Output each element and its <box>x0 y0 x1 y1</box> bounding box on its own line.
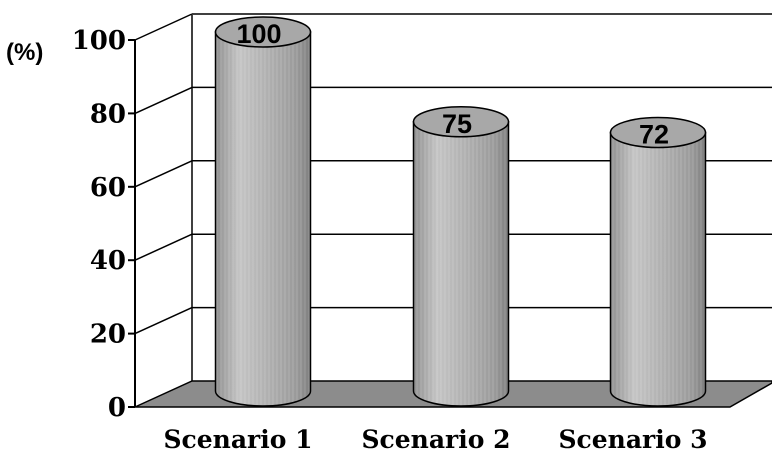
gridline-depth <box>134 233 193 261</box>
y-tick-label: 100 <box>72 26 126 56</box>
x-category-label: Scenario 1 <box>164 425 313 454</box>
y-tick-label: 20 <box>90 320 126 350</box>
bar-1 <box>214 16 312 407</box>
bar-3 <box>609 116 707 407</box>
y-tick-label: 40 <box>90 246 126 276</box>
bars <box>214 16 707 407</box>
y-axis-ticks: 0 20 40 60 80 100 <box>72 26 135 423</box>
y-tick-label: 0 <box>108 393 126 423</box>
bar-outline <box>412 121 510 407</box>
bar-top-cap <box>412 106 510 138</box>
y-tick-label: 80 <box>90 99 126 129</box>
x-category-label: Scenario 2 <box>362 425 511 454</box>
data-label: 75 <box>442 109 472 139</box>
gridline-depth <box>134 160 193 188</box>
bar-2 <box>412 106 510 407</box>
data-label: 100 <box>236 19 281 49</box>
data-labels: 100 75 72 <box>236 19 669 150</box>
bar-top-cap <box>214 16 312 48</box>
bar-top-cap <box>609 116 707 149</box>
gridline-depth <box>134 86 193 115</box>
y-axis-unit-label: (%) <box>6 39 43 66</box>
x-axis-category-labels: Scenario 1 Scenario 2 Scenario 3 <box>164 425 708 454</box>
data-label: 72 <box>639 120 669 150</box>
bar-outline <box>609 131 707 407</box>
bar-outline <box>214 31 312 407</box>
y-tick-label: 60 <box>90 173 126 203</box>
gridline-depth <box>134 306 193 335</box>
gridline-depth <box>134 13 193 41</box>
x-category-label: Scenario 3 <box>559 425 708 454</box>
